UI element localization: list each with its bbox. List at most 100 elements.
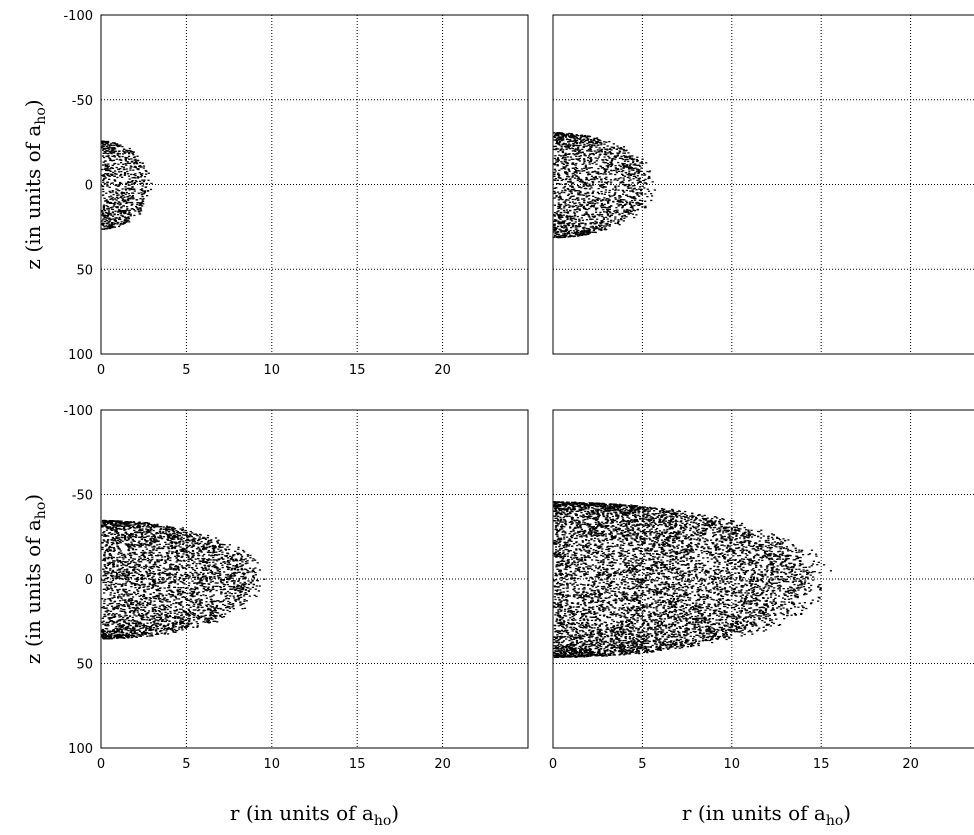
particle-point [111, 637, 114, 640]
particle-point [165, 573, 168, 575]
particle-point [588, 163, 591, 165]
particle-point [634, 172, 637, 174]
particle-point [199, 580, 202, 582]
particle-point [127, 175, 131, 177]
particle-point [156, 561, 159, 563]
particle-point [158, 579, 161, 581]
particle-point [147, 530, 151, 533]
particle-point [142, 522, 145, 524]
particle-point [106, 522, 110, 525]
particle-point [111, 174, 114, 177]
particle-point [591, 199, 595, 201]
particle-point [163, 528, 166, 530]
particle-point [237, 587, 241, 590]
particle-point [638, 186, 642, 188]
particle-point [616, 154, 619, 156]
particle-point [254, 588, 257, 590]
particle-point [219, 588, 222, 591]
particle-point [143, 556, 146, 558]
particle-point [137, 613, 141, 615]
particle-point [124, 619, 127, 621]
particle-point [106, 587, 109, 589]
particle-point [593, 137, 596, 139]
particle-point [181, 618, 185, 620]
particle-point [132, 545, 135, 547]
particle-point [105, 635, 108, 637]
particle-point [621, 206, 624, 208]
particle-point [189, 544, 192, 547]
particle-point [614, 165, 617, 167]
particle-point [133, 536, 136, 538]
particle-point [120, 214, 123, 216]
particle-point [227, 562, 231, 564]
particle-point [118, 600, 122, 602]
particle-point [583, 167, 586, 169]
particle-cloud [101, 519, 266, 640]
particle-point [133, 592, 136, 594]
particle-point [141, 185, 144, 187]
particle-point [128, 607, 131, 610]
particle-point [635, 214, 638, 216]
particle-point [600, 186, 603, 188]
particle-point [102, 145, 105, 148]
particle-point [104, 632, 107, 634]
particle-point [185, 568, 188, 570]
particle-point [576, 226, 579, 228]
particle-point [624, 166, 627, 168]
particle-point [566, 188, 569, 190]
particle-point [160, 612, 163, 614]
particle-point [553, 136, 556, 138]
particle-point [126, 593, 129, 595]
particle-point [130, 586, 133, 588]
particle-point [123, 536, 126, 539]
particle-point [140, 576, 143, 579]
particle-point [622, 150, 625, 152]
particle-point [105, 577, 108, 580]
particle-point [178, 576, 181, 579]
particle-point [144, 169, 147, 172]
particle-point [209, 551, 212, 554]
particle-point [119, 525, 122, 527]
particle-point [149, 539, 152, 541]
particle-point [566, 164, 569, 166]
particle-point [185, 624, 188, 626]
particle-point [111, 147, 114, 149]
particle-point [169, 557, 172, 559]
particle-point [252, 558, 255, 560]
particle-point [632, 164, 635, 166]
particle-point [119, 569, 122, 571]
particle-point [123, 594, 126, 596]
particle-point [626, 201, 629, 204]
particle-point [146, 524, 149, 527]
particle-point [111, 150, 114, 152]
particle-point [132, 602, 135, 604]
particle-point [585, 167, 588, 169]
particle-point [106, 215, 110, 217]
particle-point [603, 203, 606, 206]
particle-point [620, 219, 623, 221]
particle-point [122, 560, 125, 563]
particle-point [208, 542, 211, 544]
particle-point [116, 194, 119, 197]
particle-point [210, 618, 213, 620]
particle-point [115, 158, 118, 160]
particle-point [647, 190, 651, 192]
particle-point [557, 207, 560, 210]
particle-point [111, 208, 115, 211]
particle-point [133, 163, 136, 165]
particle-point [206, 544, 209, 546]
particle-point [120, 575, 123, 577]
particle-point [191, 545, 194, 548]
particle-point [244, 561, 248, 563]
particle-point [198, 538, 201, 540]
particle-point [574, 174, 577, 176]
particle-point [155, 585, 158, 587]
particle-point [574, 166, 577, 169]
particle-point [188, 564, 191, 566]
particle-point [200, 546, 203, 548]
particle-point [194, 582, 197, 584]
particle-point [119, 175, 122, 177]
particle-point [202, 569, 206, 571]
particle-point [119, 212, 122, 214]
particle-point [234, 589, 237, 591]
